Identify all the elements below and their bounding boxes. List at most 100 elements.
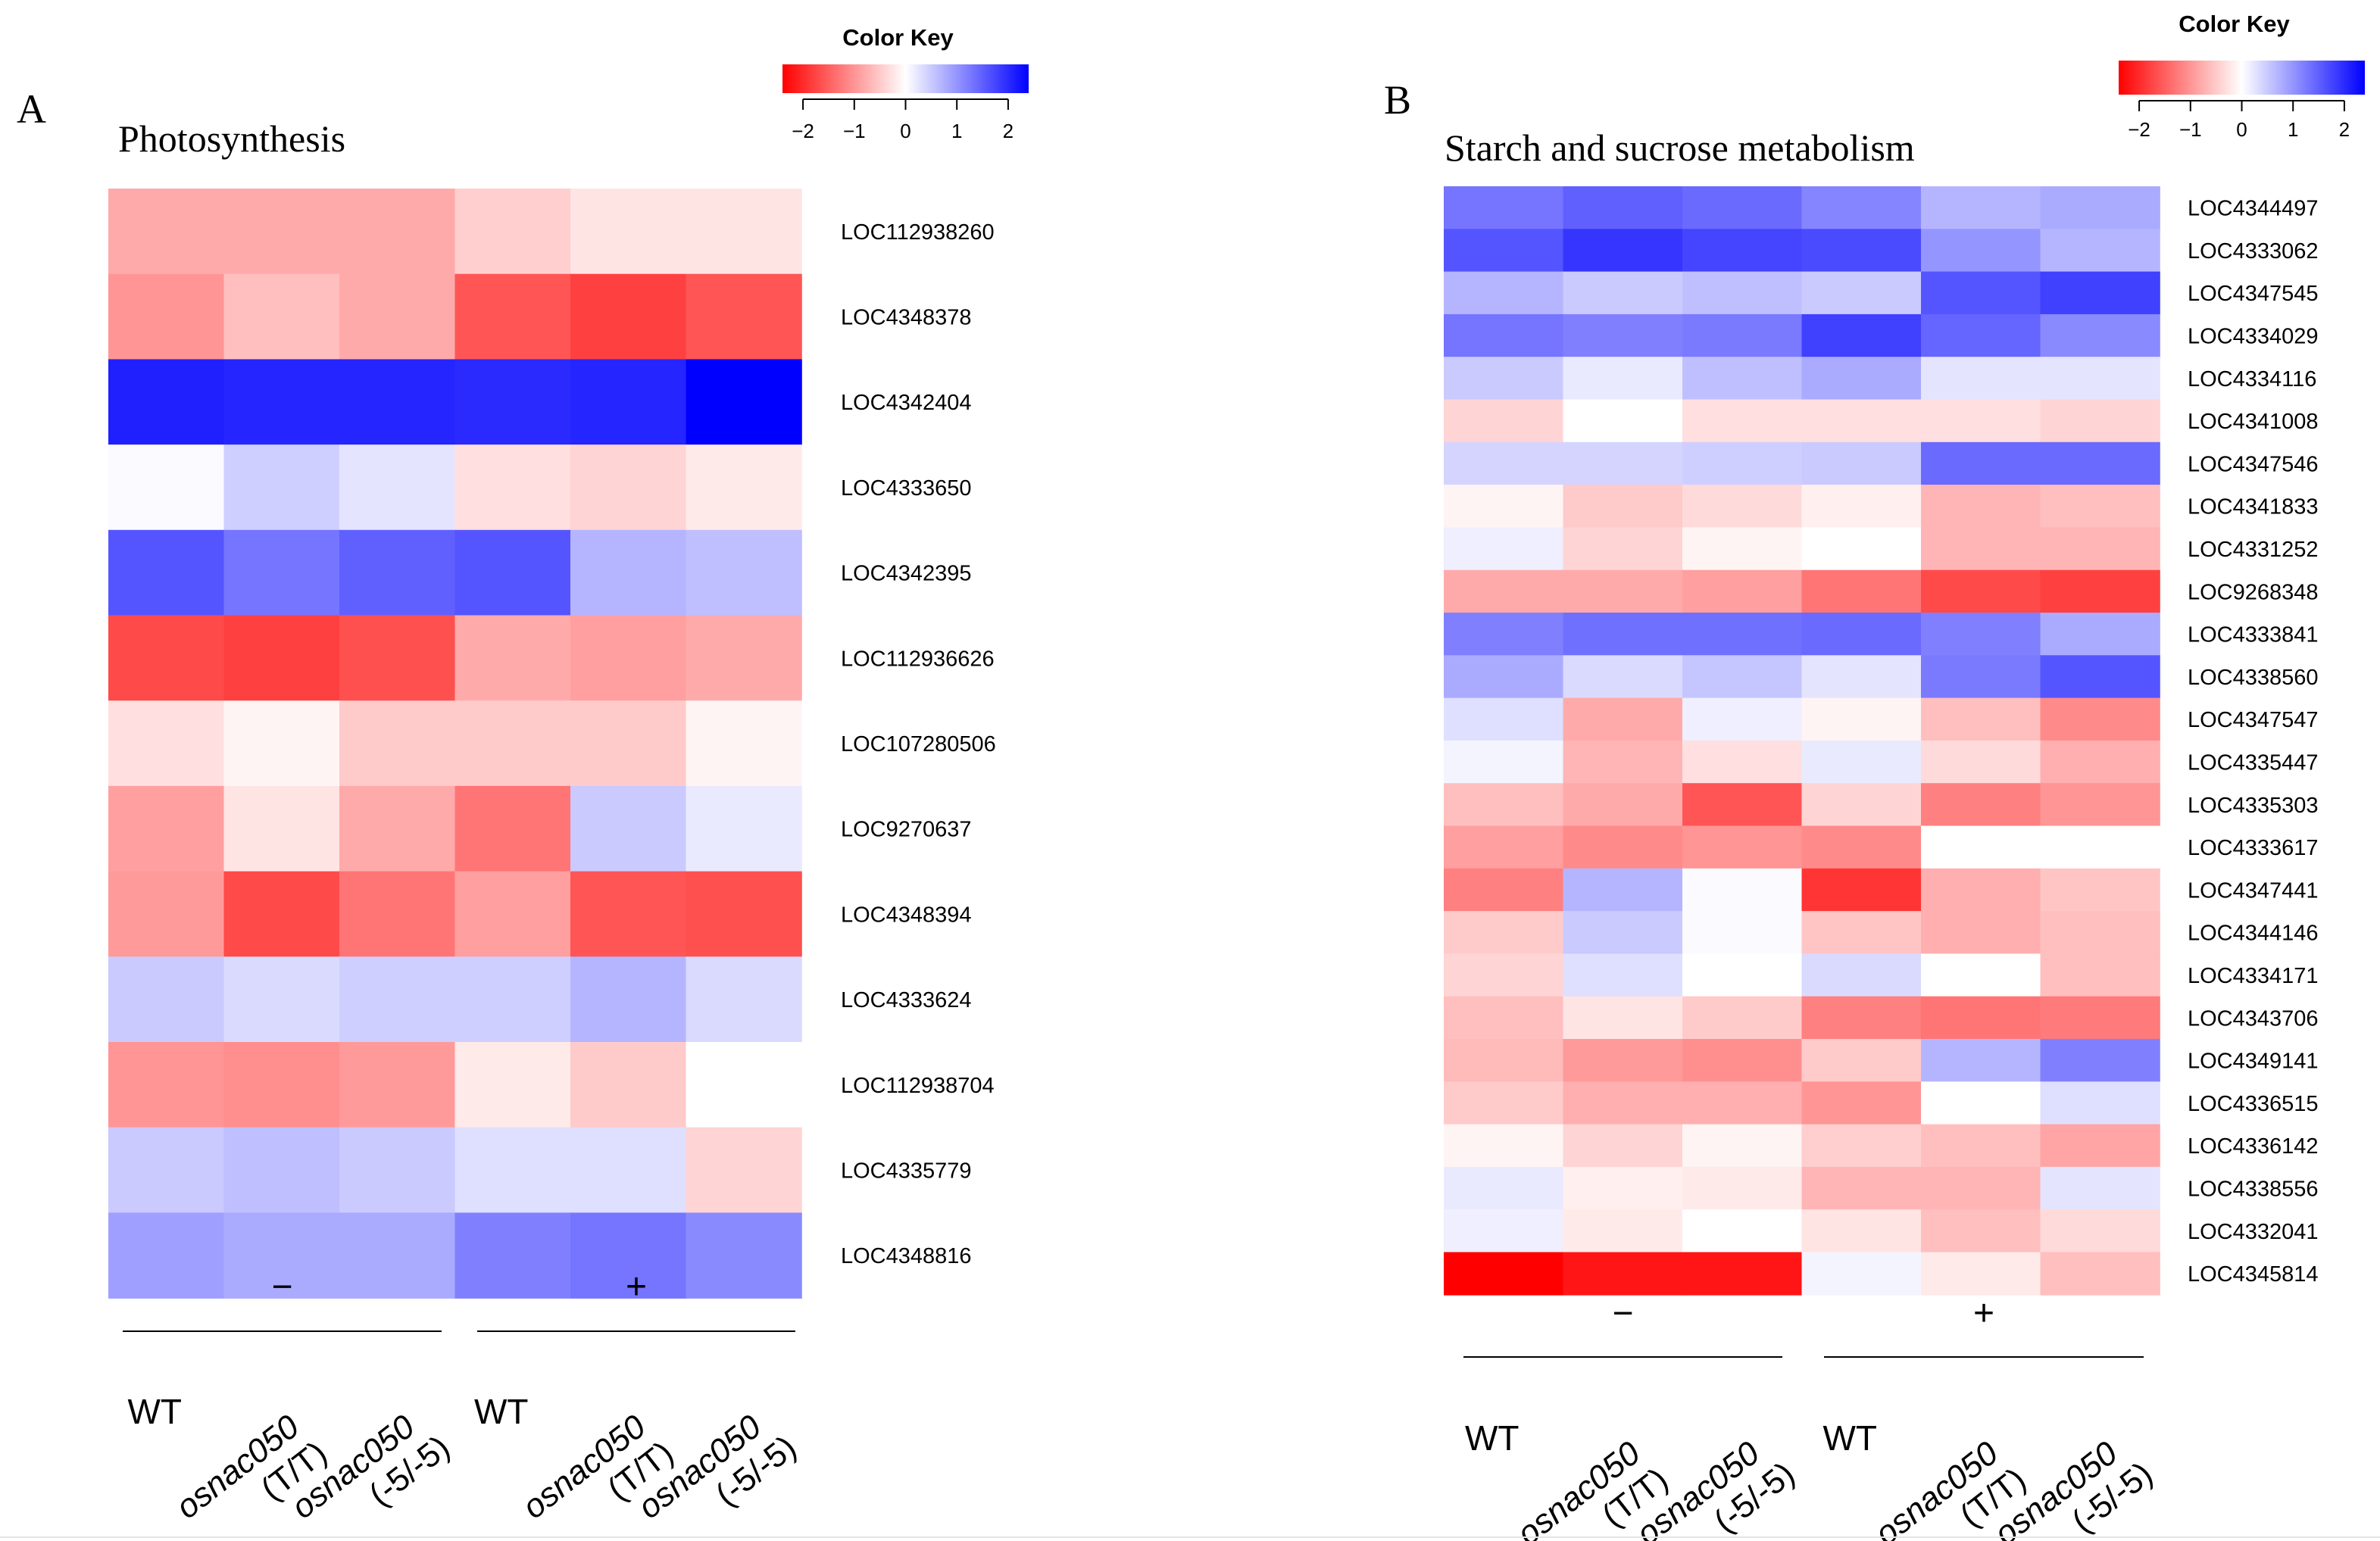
heatmap-cell bbox=[2040, 441, 2160, 485]
heatmap-cell bbox=[1563, 229, 1683, 273]
heatmap-cells bbox=[1444, 186, 2160, 1296]
heatmap-cell bbox=[1563, 271, 1683, 315]
heatmap-cell bbox=[1921, 441, 2041, 485]
color-key-tick-label: 2 bbox=[1003, 120, 1014, 142]
row-label: LOC4347545 bbox=[2188, 282, 2319, 306]
heatmap-cell bbox=[108, 785, 225, 872]
heatmap-cell bbox=[1921, 697, 2041, 741]
row-label: LOC4342404 bbox=[841, 391, 972, 415]
color-key-tick-label: −2 bbox=[2128, 118, 2150, 141]
row-label: LOC107280506 bbox=[841, 732, 996, 756]
heatmap-cell bbox=[2040, 569, 2160, 613]
row-label: LOC4336142 bbox=[2188, 1134, 2319, 1159]
heatmap-cell bbox=[339, 1212, 456, 1299]
heatmap-cell bbox=[339, 615, 456, 701]
heatmap-cell bbox=[2040, 783, 2160, 827]
row-label: LOC4344146 bbox=[2188, 922, 2319, 946]
heatmap-cell bbox=[223, 615, 340, 701]
color-key-title: Color Key bbox=[2179, 11, 2290, 37]
heatmap-cell bbox=[1801, 697, 1922, 741]
row-label: LOC4344497 bbox=[2188, 197, 2319, 221]
group-label: − bbox=[1612, 1293, 1633, 1334]
panel-a: A Photosynthesis Color Key −2 −1 0 1 2 LOC112938… bbox=[17, 24, 1029, 1526]
heatmap-cell bbox=[1801, 825, 1922, 869]
heatmap-cell bbox=[1921, 1166, 2041, 1210]
row-label: LOC4331252 bbox=[2188, 538, 2319, 562]
heatmap-cell bbox=[1801, 655, 1922, 699]
heatmap-cell bbox=[570, 189, 687, 275]
heatmap-cell bbox=[454, 871, 571, 958]
heatmap-cell bbox=[686, 871, 802, 958]
heatmap-cell bbox=[223, 700, 340, 787]
heatmap-cell bbox=[454, 615, 571, 701]
heatmap-cell bbox=[2040, 1081, 2160, 1125]
color-key-tick-label: 0 bbox=[2236, 118, 2247, 141]
heatmap-cell bbox=[1444, 783, 1564, 827]
heatmap-cell bbox=[1444, 911, 1564, 955]
panel-letter: B bbox=[1384, 77, 1411, 123]
row-label: LOC4341833 bbox=[2188, 495, 2319, 519]
color-key-tick-label: −1 bbox=[843, 120, 866, 142]
heatmap-cell bbox=[1921, 569, 2041, 613]
heatmap-cell bbox=[1682, 1081, 1803, 1125]
row-label: LOC112938260 bbox=[841, 220, 995, 245]
heatmap-cell bbox=[1444, 229, 1564, 273]
heatmap-cell bbox=[1921, 868, 2041, 912]
heatmap-cell bbox=[108, 1212, 225, 1299]
heatmap-cell bbox=[570, 871, 687, 958]
heatmap-cell bbox=[1682, 357, 1803, 401]
color-key-tick-label: 2 bbox=[2339, 118, 2350, 141]
heatmap-cell bbox=[1921, 186, 2041, 230]
heatmap-cell bbox=[1682, 655, 1803, 699]
heatmap-cell bbox=[1563, 314, 1683, 357]
color-key: Color Key −2 −1 0 1 2 bbox=[2119, 11, 2365, 141]
heatmap-cell bbox=[1801, 186, 1922, 230]
heatmap-cell bbox=[1801, 1039, 1922, 1083]
heatmap-cell bbox=[1444, 868, 1564, 912]
row-label: LOC4347547 bbox=[2188, 708, 2319, 732]
heatmap-cell bbox=[1801, 1081, 1922, 1125]
heatmap-cell bbox=[1682, 697, 1803, 741]
row-label: LOC4335303 bbox=[2188, 794, 2319, 818]
heatmap-cell bbox=[223, 1042, 340, 1128]
heatmap-cell bbox=[454, 273, 571, 360]
heatmap-cell bbox=[2040, 1166, 2160, 1210]
heatmap-cell bbox=[1682, 1252, 1803, 1296]
heatmap-cell bbox=[223, 189, 340, 275]
heatmap-cell bbox=[1682, 527, 1803, 571]
heatmap-cell bbox=[686, 956, 802, 1043]
heatmap-cell bbox=[454, 785, 571, 872]
heatmap-cell bbox=[454, 359, 571, 445]
panel-letter: A bbox=[17, 86, 46, 132]
heatmap-cell bbox=[570, 445, 687, 531]
row-label: LOC4335447 bbox=[2188, 750, 2319, 775]
heatmap-cell bbox=[223, 785, 340, 872]
heatmap-cell bbox=[223, 1212, 340, 1299]
heatmap-cell bbox=[339, 785, 456, 872]
heatmap-cell bbox=[108, 359, 225, 445]
heatmap-cell bbox=[1682, 868, 1803, 912]
heatmap-cell bbox=[2040, 357, 2160, 401]
heatmap-cell bbox=[1444, 1252, 1564, 1296]
heatmap-cell bbox=[1801, 911, 1922, 955]
heatmap-cell bbox=[1563, 953, 1683, 997]
heatmap-cell bbox=[570, 700, 687, 787]
heatmap-cell bbox=[1921, 485, 2041, 529]
color-key-gradient bbox=[2119, 61, 2365, 95]
heatmap-cell bbox=[1563, 740, 1683, 784]
heatmap-cell bbox=[2040, 399, 2160, 443]
row-label: LOC4341008 bbox=[2188, 410, 2319, 434]
heatmap-cell bbox=[2040, 1209, 2160, 1253]
heatmap-cell bbox=[1444, 527, 1564, 571]
heatmap-cell bbox=[1921, 1252, 2041, 1296]
heatmap-cell bbox=[1563, 357, 1683, 401]
heatmap-cell bbox=[2040, 911, 2160, 955]
heatmap-cell bbox=[1921, 527, 2041, 571]
heatmap-cell bbox=[1563, 1166, 1683, 1210]
heatmap-cell bbox=[1444, 1081, 1564, 1125]
column-label-line1: WT bbox=[474, 1392, 529, 1431]
heatmap-cell bbox=[1682, 911, 1803, 955]
heatmap-cell bbox=[1801, 783, 1922, 827]
heatmap-cell bbox=[108, 1042, 225, 1128]
